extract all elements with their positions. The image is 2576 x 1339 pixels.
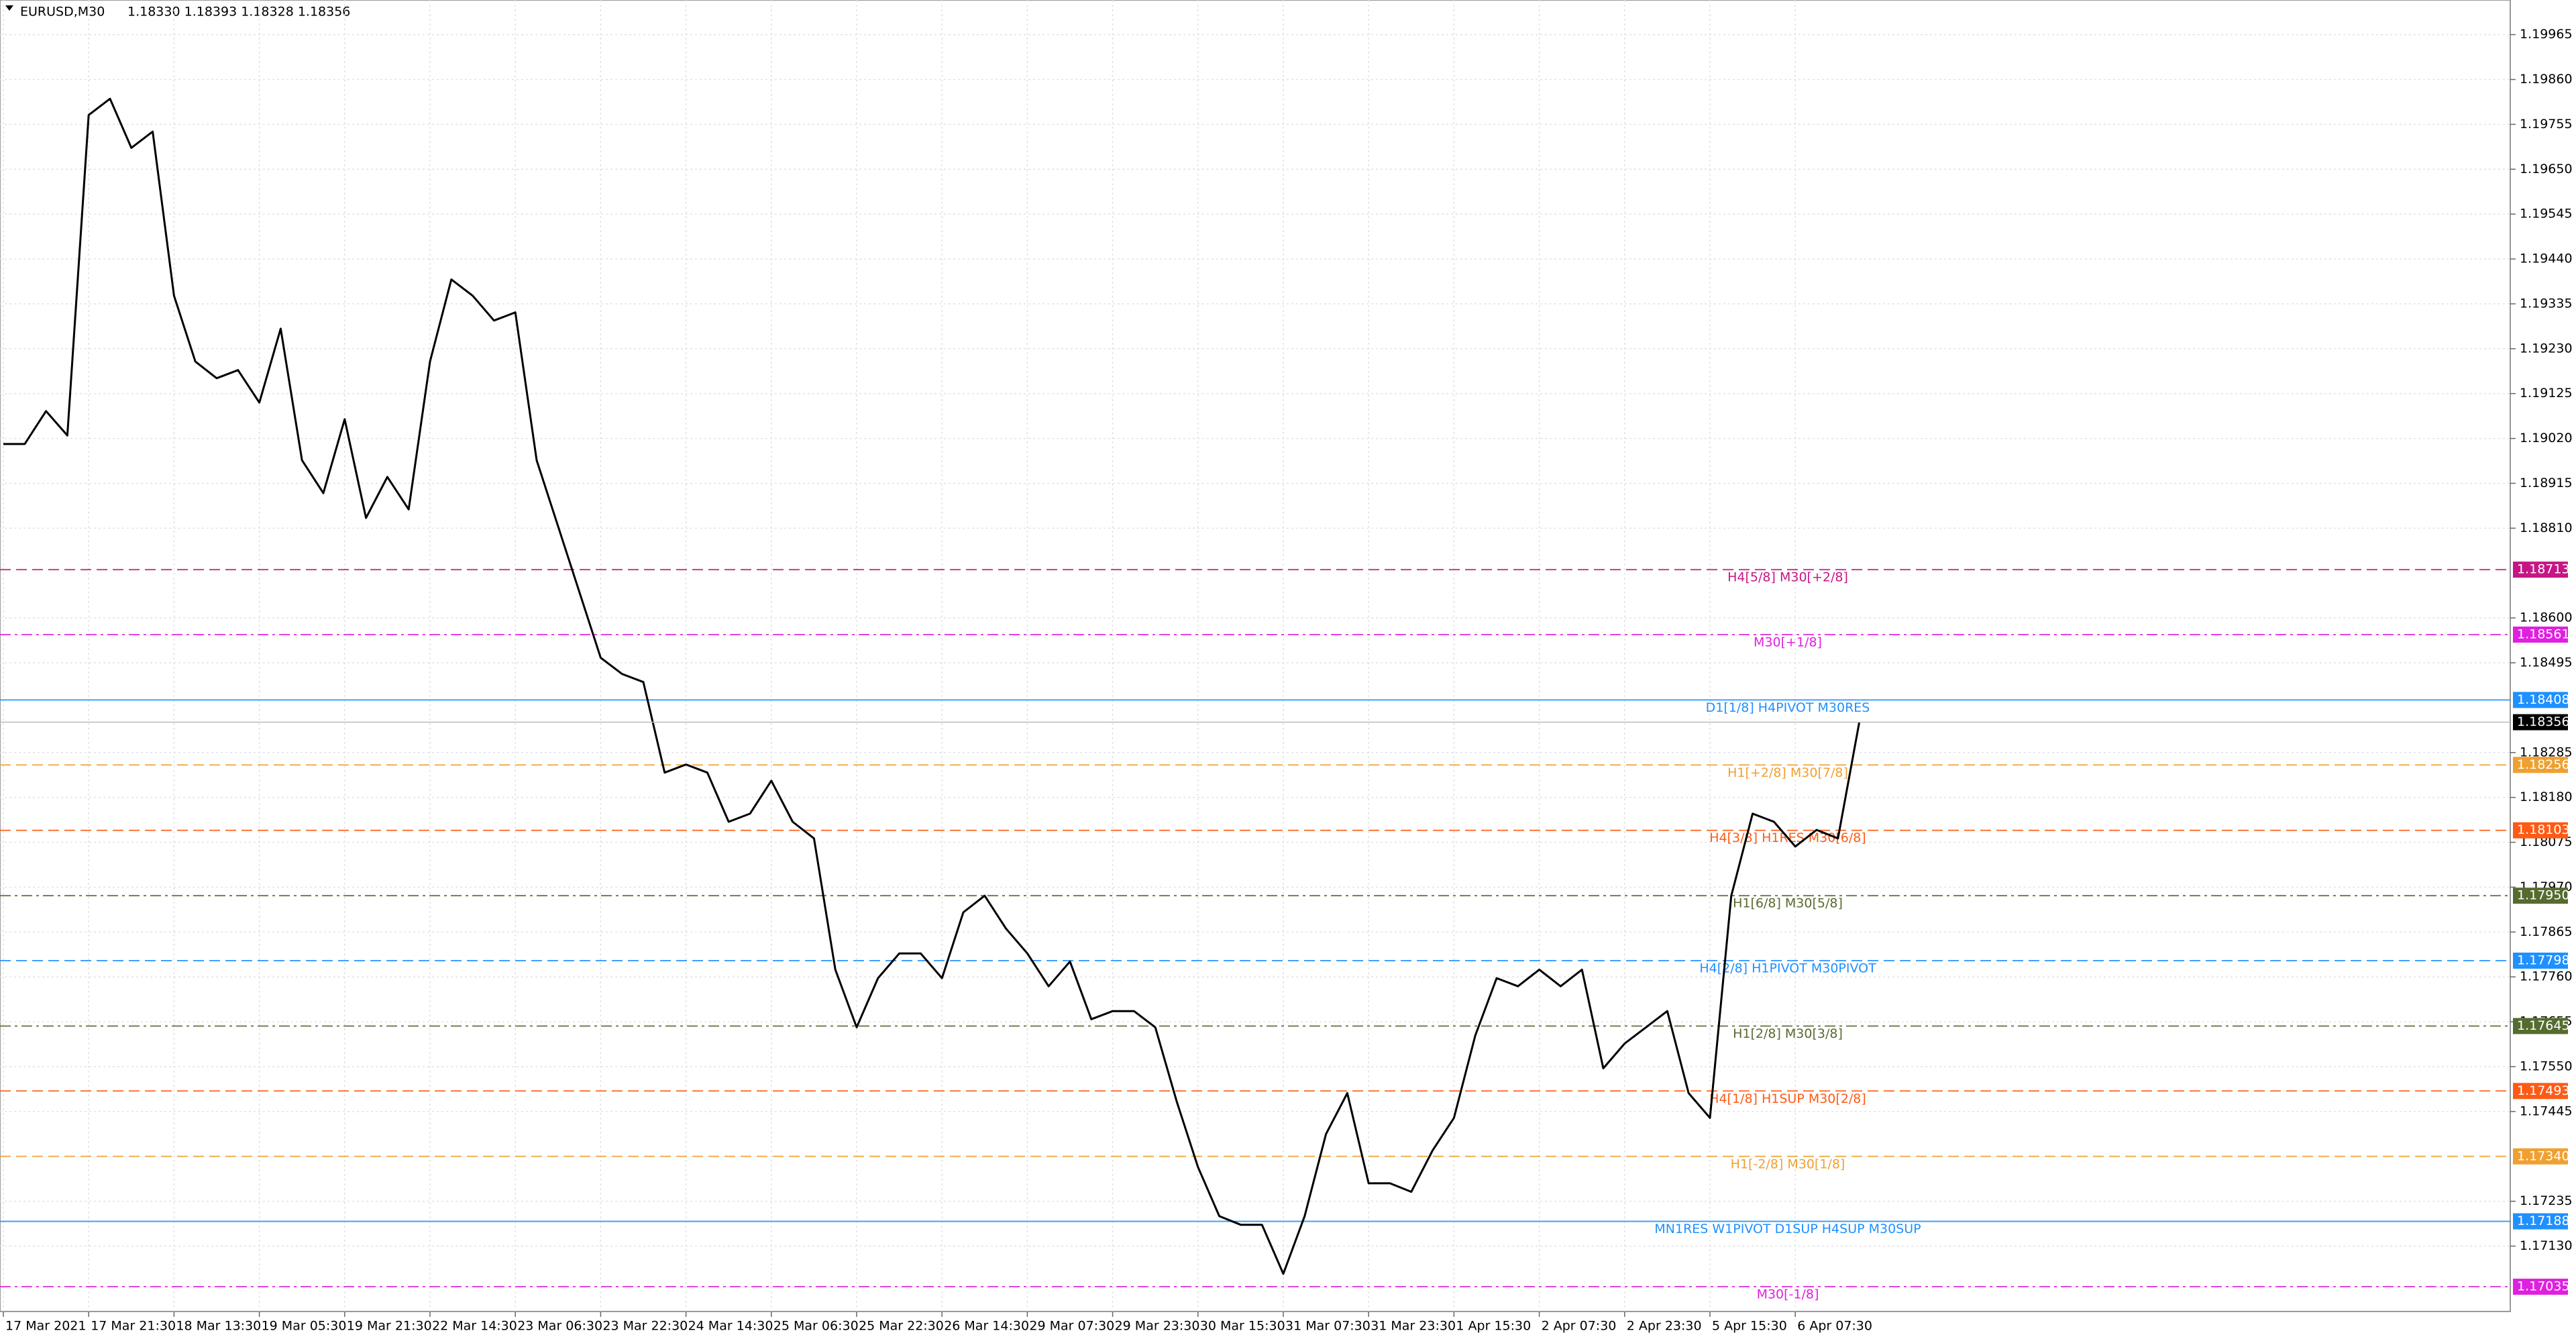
- price-tag: [2513, 1279, 2568, 1295]
- price-tag-label: 1.18713: [2517, 562, 2570, 577]
- price-tag-label: 1.17340: [2517, 1148, 2570, 1163]
- level-label: H1[-2/8] M30[1/8]: [1731, 1157, 1845, 1171]
- x-tick-label: 19 Mar 21:30: [347, 1319, 432, 1334]
- y-tick-label: 1.19335: [2520, 296, 2573, 311]
- x-tick-label: 25 Mar 06:30: [773, 1319, 859, 1334]
- price-tag: [2513, 1083, 2568, 1100]
- x-tick-label: 23 Mar 22:30: [602, 1319, 688, 1334]
- y-tick-label: 1.18285: [2520, 745, 2573, 759]
- price-tag: [2513, 1018, 2568, 1034]
- x-tick-label: 22 Mar 14:30: [432, 1319, 517, 1334]
- y-tick-label: 1.19755: [2520, 117, 2573, 131]
- y-tick-label: 1.18810: [2520, 521, 2573, 535]
- level-label: H4[5/8] M30[+2/8]: [1727, 570, 1848, 585]
- x-tick-label: 1 Apr 15:30: [1456, 1319, 1531, 1334]
- y-tick-label: 1.19545: [2520, 207, 2573, 221]
- level-label: H4[1/8] H1SUP M30[2/8]: [1709, 1091, 1866, 1106]
- x-tick-label: 29 Mar 23:30: [1115, 1319, 1200, 1334]
- y-tick-label: 1.18915: [2520, 476, 2573, 490]
- price-tag-label: 1.17188: [2517, 1214, 2570, 1228]
- x-tick-label: 25 Mar 22:30: [859, 1319, 944, 1334]
- y-tick-label: 1.19860: [2520, 72, 2573, 87]
- price-tag-label: 1.17035: [2517, 1279, 2570, 1294]
- y-tick-label: 1.17760: [2520, 969, 2573, 984]
- price-tag: [2513, 561, 2568, 578]
- level-label: H1[2/8] M30[3/8]: [1733, 1026, 1843, 1041]
- price-tag: [2513, 626, 2568, 643]
- y-tick-label: 1.18495: [2520, 655, 2573, 670]
- x-tick-label: 19 Mar 05:30: [262, 1319, 347, 1334]
- y-tick-label: 1.17865: [2520, 924, 2573, 939]
- y-tick-label: 1.18180: [2520, 790, 2573, 804]
- x-tick-label: 5 Apr 15:30: [1712, 1319, 1787, 1334]
- price-tag-label: 1.18103: [2517, 822, 2570, 837]
- level-label: D1[1/8] H4PIVOT M30RES: [1706, 700, 1870, 715]
- price-tag: [2513, 822, 2568, 839]
- y-tick-label: 1.17445: [2520, 1104, 2573, 1118]
- price-tag: [2513, 692, 2568, 708]
- level-label: H1[6/8] M30[5/8]: [1733, 896, 1843, 911]
- price-tag: [2513, 757, 2568, 773]
- menu-arrow[interactable]: [5, 5, 13, 11]
- y-tick-label: 1.19230: [2520, 341, 2573, 356]
- y-tick-label: 1.17235: [2520, 1193, 2573, 1208]
- y-tick-label: 1.19650: [2520, 162, 2573, 176]
- price-tag-label: 1.17798: [2517, 953, 2570, 968]
- x-tick-label: 18 Mar 13:30: [176, 1319, 261, 1334]
- y-tick-label: 1.19020: [2520, 431, 2573, 445]
- x-tick-label: 26 Mar 14:30: [944, 1319, 1029, 1334]
- price-tag: [2513, 1148, 2568, 1165]
- quote: 1.18330 1.18393 1.18328 1.18356: [127, 5, 350, 19]
- x-tick-label: 24 Mar 14:30: [688, 1319, 773, 1334]
- price-tag-label: 1.17493: [2517, 1083, 2570, 1098]
- symbol: EURUSD,M30: [20, 5, 105, 19]
- price-tag: [2513, 1213, 2568, 1230]
- x-tick-label: 2 Apr 23:30: [1627, 1319, 1702, 1334]
- x-tick-label: 29 Mar 07:30: [1029, 1319, 1114, 1334]
- y-tick-label: 1.17550: [2520, 1059, 2573, 1073]
- y-tick-label: 1.19965: [2520, 27, 2573, 42]
- x-tick-label: 31 Mar 23:30: [1371, 1319, 1456, 1334]
- x-tick-label: 23 Mar 06:30: [517, 1319, 602, 1334]
- level-label: MN1RES W1PIVOT D1SUP H4SUP M30SUP: [1654, 1222, 1921, 1236]
- level-label: M30[-1/8]: [1757, 1287, 1819, 1302]
- price-tag-label: 1.18256: [2517, 757, 2570, 772]
- y-tick-label: 1.19440: [2520, 252, 2573, 266]
- level-label: M30[+1/8]: [1754, 635, 1822, 649]
- price-tag-label: 1.18408: [2517, 692, 2570, 707]
- price-tag-label: 1.17645: [2517, 1018, 2570, 1033]
- level-label: H1[+2/8] M30[7/8]: [1727, 765, 1848, 780]
- last-price-label: 1.18356: [2517, 714, 2570, 729]
- price-line: [3, 97, 1861, 1275]
- y-tick-label: 1.18600: [2520, 610, 2573, 625]
- x-tick-label: 17 Mar 2021: [5, 1319, 86, 1334]
- price-tag-label: 1.17950: [2517, 888, 2570, 903]
- plot-frame: [0, 0, 2511, 1312]
- last-price-tag: [2513, 714, 2568, 731]
- x-tick-label: 31 Mar 07:30: [1285, 1319, 1371, 1334]
- y-tick-label: 1.17130: [2520, 1238, 2573, 1253]
- level-label: H4[2/8] H1PIVOT M30PIVOT: [1699, 961, 1876, 976]
- y-tick-label: 1.19125: [2520, 386, 2573, 400]
- x-tick-label: 30 Mar 15:30: [1200, 1319, 1285, 1334]
- price-tag: [2513, 888, 2568, 904]
- x-tick-label: 17 Mar 21:30: [91, 1319, 176, 1334]
- x-tick-label: 6 Apr 07:30: [1797, 1319, 1872, 1334]
- price-tag: [2513, 953, 2568, 969]
- price-tag-label: 1.18561: [2517, 627, 2570, 641]
- x-tick-label: 2 Apr 07:30: [1542, 1319, 1617, 1334]
